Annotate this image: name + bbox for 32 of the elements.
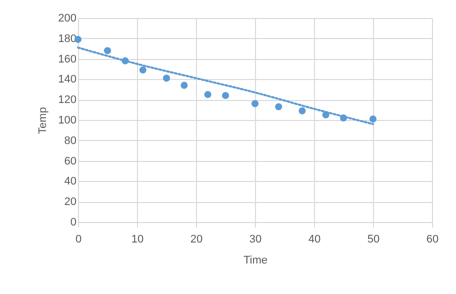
point [104,47,112,54]
point [298,107,306,114]
line-series [77,46,374,126]
point [204,90,212,98]
point [369,115,377,123]
x-axis-title: Time [243,254,268,266]
x-tick-label: 30 [249,234,262,246]
y-tick-label: 200 [58,12,76,24]
x-tick-label: 20 [190,234,203,246]
x-tick-label: 50 [367,234,380,246]
point [122,57,129,64]
x-tick-label: 60 [426,234,439,246]
y-tick-label: 100 [58,114,76,126]
y-tick-label: 40 [64,176,76,188]
y-tick-label: 160 [58,53,76,66]
y-tick-label: 140 [58,74,76,86]
point [162,74,170,82]
y-tick-label: 0 [70,216,76,228]
point [180,82,188,89]
point [139,66,146,74]
x-tick-label: 40 [308,234,321,246]
y-axis-title: Temp [37,107,50,134]
y-tick-label: 80 [64,134,76,147]
y-tick-label: 20 [64,196,76,208]
point [251,100,259,108]
y-tick-label: 60 [64,155,76,168]
point [275,103,282,110]
y-tick-label: 120 [58,94,76,106]
point [322,111,330,118]
point [340,114,348,122]
x-tick-label: 10 [131,234,144,246]
point [222,92,230,100]
